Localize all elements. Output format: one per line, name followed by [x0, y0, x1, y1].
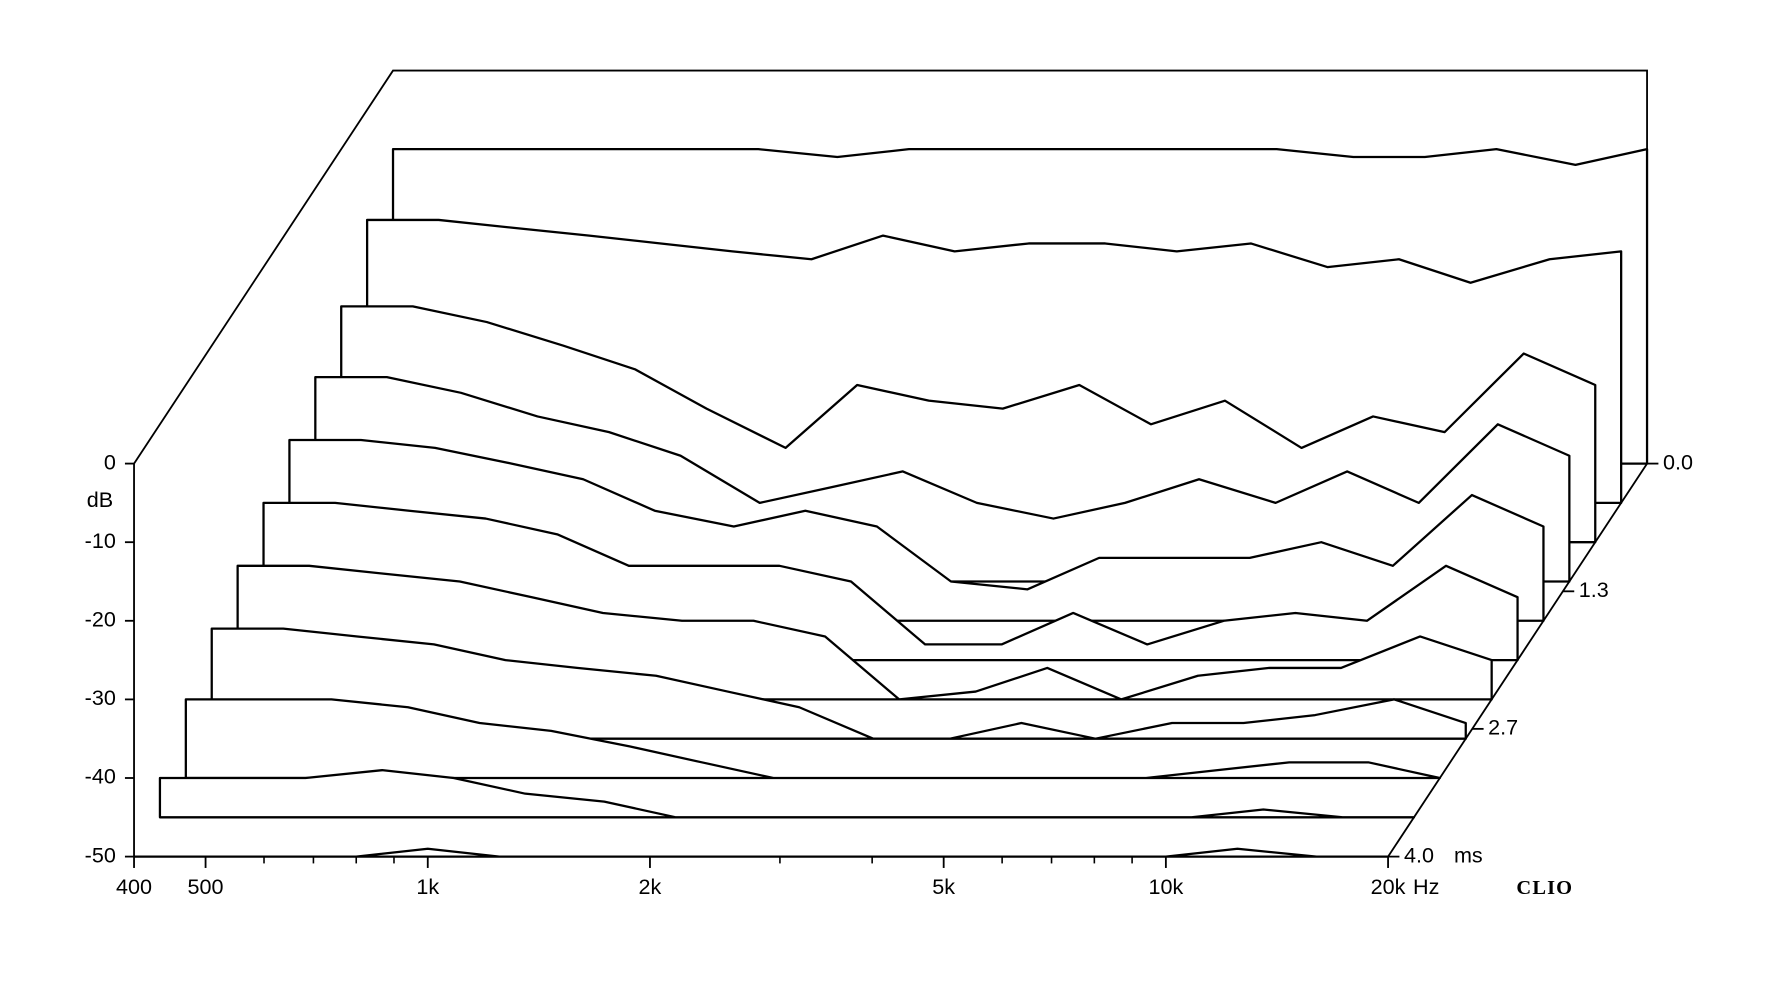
- y-tick-label: -10: [85, 528, 116, 553]
- x-tick-label: 5k: [932, 874, 955, 899]
- brand-label: CLIO: [1516, 877, 1573, 899]
- decay-slice: [184, 698, 1441, 780]
- y-tick-label: 0: [104, 449, 116, 474]
- z-tick-label: 1.3: [1579, 577, 1609, 602]
- x-unit-label: Hz: [1413, 874, 1439, 899]
- x-tick-label: 400: [116, 874, 152, 899]
- y-tick-label: -30: [85, 685, 116, 710]
- decay-slice: [158, 769, 1416, 819]
- x-tick-label: 1k: [416, 874, 439, 899]
- y-tick-label: -40: [85, 764, 116, 789]
- x-tick-label: 500: [188, 874, 224, 899]
- decay-slice: [210, 627, 1467, 740]
- x-tick-label: 2k: [639, 874, 662, 899]
- z-tick-label: 2.7: [1488, 715, 1518, 740]
- y-tick-label: -50: [85, 842, 116, 867]
- z-unit-label: ms: [1454, 842, 1483, 867]
- x-tick-label: 10k: [1148, 874, 1183, 899]
- x-tick-label: 20k: [1371, 874, 1406, 899]
- z-tick-label: 4.0: [1404, 842, 1434, 867]
- z-tick-label: 0.0: [1663, 449, 1693, 474]
- y-axis-label: dB: [87, 487, 113, 512]
- y-tick-label: -20: [85, 606, 116, 631]
